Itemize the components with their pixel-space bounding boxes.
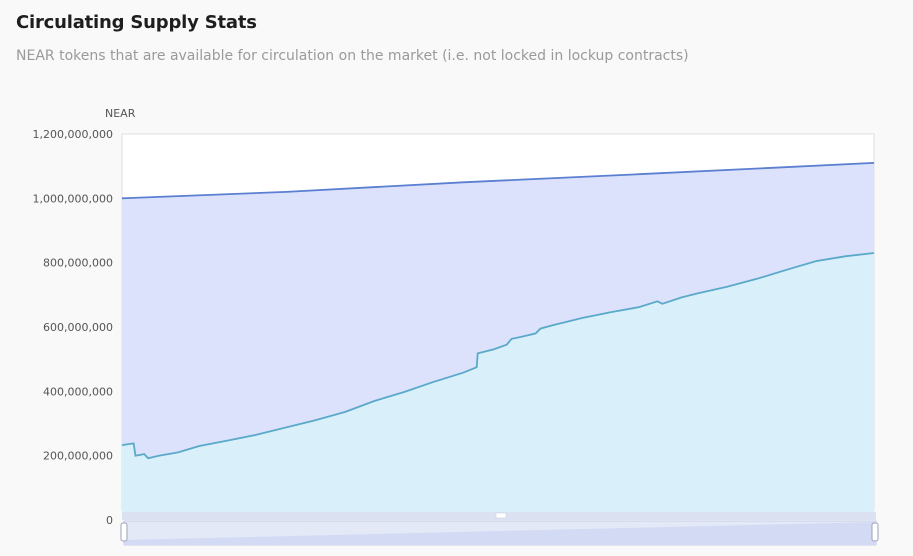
circulating-supply-area — [122, 253, 874, 520]
series-lines — [121, 162, 875, 460]
series-areas — [122, 162, 874, 520]
total-supply-line — [121, 162, 875, 200]
y-tick-label: 200,000,000 — [43, 450, 113, 463]
navigator-right-handle[interactable] — [871, 522, 879, 542]
y-tick-label: 800,000,000 — [43, 257, 113, 270]
range-navigator[interactable] — [120, 512, 879, 546]
navigator-mini-area — [124, 522, 876, 545]
y-tick-label: 1,200,000,000 — [33, 128, 113, 141]
y-axis: 0 200,000,000 400,000,000 600,000,000 800,00… — [33, 128, 113, 527]
y-tick-label: 400,000,000 — [43, 385, 113, 398]
y-axis-unit-label: NEAR — [105, 107, 136, 120]
navigator-grip[interactable] — [495, 512, 507, 519]
y-tick-label: 1,000,000,000 — [33, 192, 113, 205]
y-tick-label: 0 — [106, 514, 113, 527]
y-tick-label: 600,000,000 — [43, 321, 113, 334]
chart-subtitle: NEAR tokens that are available for circu… — [16, 48, 689, 64]
chart-title: Circulating Supply Stats — [16, 12, 257, 33]
circulating-supply-line — [121, 252, 875, 460]
navigator-left-handle[interactable] — [120, 522, 128, 542]
